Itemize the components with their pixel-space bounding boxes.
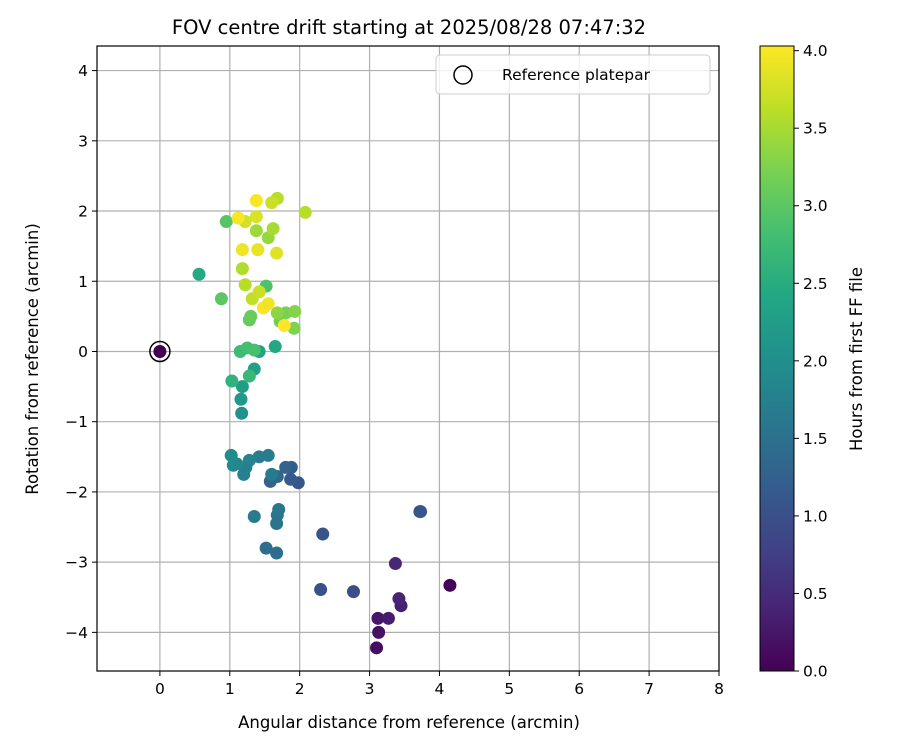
data-point (234, 392, 248, 406)
chart-title: FOV centre drift starting at 2025/08/28 … (172, 16, 646, 39)
data-point (249, 224, 263, 238)
y-tick-label: −3 (65, 554, 88, 572)
colorbar: 0.0 0.5 1.0 1.5 2.0 2.5 3.0 3.5 4.0 Hours from f… (759, 42, 866, 681)
data-point (314, 583, 328, 597)
x-tick-label: 5 (504, 680, 514, 698)
data-point (266, 222, 280, 236)
x-tick-label: 2 (295, 680, 305, 698)
data-points (149, 191, 457, 655)
data-point (316, 527, 330, 541)
data-point (238, 278, 252, 292)
x-tick-label: 0 (155, 680, 165, 698)
data-point (371, 611, 385, 625)
legend-marker-icon (453, 65, 473, 85)
data-point (225, 374, 239, 388)
data-point (287, 321, 301, 335)
data-point (244, 309, 258, 323)
data-point (265, 467, 279, 481)
data-point (270, 546, 284, 560)
data-point (270, 246, 284, 260)
y-axis-ticks: −4 −3 −2 −1 0 1 2 3 4 (65, 62, 97, 642)
data-point (247, 343, 261, 357)
colorbar-tick-label: 1.5 (803, 430, 828, 448)
x-tick-label: 4 (435, 680, 445, 698)
data-point (231, 211, 245, 225)
plot-frame (96, 45, 720, 672)
y-tick-label: 4 (78, 62, 88, 80)
data-point (346, 585, 360, 599)
colorbar-ticks: 0.0 0.5 1.0 1.5 2.0 2.5 3.0 3.5 4.0 (794, 42, 828, 681)
data-point (414, 505, 428, 519)
x-tick-label: 7 (644, 680, 654, 698)
colorbar-tick-label: 2.0 (803, 352, 828, 370)
data-point (277, 318, 291, 332)
y-tick-label: 0 (78, 343, 88, 361)
data-point (381, 611, 395, 625)
data-point (249, 193, 263, 207)
y-tick-label: 1 (78, 273, 88, 291)
data-point (261, 448, 275, 462)
plot-border (96, 45, 720, 672)
legend: Reference platepar (435, 54, 711, 95)
reference-marker (149, 340, 171, 363)
data-point (224, 448, 238, 462)
data-point (259, 541, 273, 555)
x-axis-label: Angular distance from reference (arcmin) (238, 713, 580, 732)
data-point (252, 285, 266, 299)
legend-label: Reference platepar (502, 66, 651, 84)
data-point (249, 210, 263, 224)
legend-box (435, 54, 711, 95)
x-tick-label: 8 (714, 680, 724, 698)
x-tick-label: 6 (574, 680, 584, 698)
data-point (372, 625, 386, 639)
data-point (284, 472, 298, 486)
data-point (235, 243, 249, 257)
data-point (388, 557, 402, 571)
colorbar-tick-label: 2.5 (803, 275, 828, 293)
x-axis-ticks: 0 1 2 3 4 5 6 7 8 (155, 671, 724, 698)
data-point (265, 196, 279, 210)
y-tick-label: −4 (65, 624, 88, 642)
colorbar-tick-label: 3.0 (803, 197, 828, 215)
colorbar-gradient (759, 45, 795, 672)
colorbar-tick-label: 0.5 (803, 585, 828, 603)
data-point (443, 578, 457, 592)
data-point (392, 592, 406, 606)
data-point (219, 215, 233, 229)
data-point (247, 510, 261, 524)
colorbar-tick-label: 0.0 (803, 663, 828, 681)
data-point (298, 205, 312, 219)
data-point (270, 306, 284, 320)
data-point (242, 453, 256, 467)
data-point (192, 267, 206, 281)
data-point (279, 460, 293, 474)
data-point (235, 262, 249, 276)
colorbar-tick-label: 3.5 (803, 120, 828, 138)
data-point (226, 458, 240, 472)
data-point (235, 380, 249, 394)
colorbar-tick-label: 1.0 (803, 507, 828, 525)
y-tick-label: 3 (78, 132, 88, 150)
data-point (261, 297, 275, 311)
data-point (268, 340, 282, 354)
data-point (272, 502, 286, 516)
grid-lines (97, 46, 720, 671)
data-point (251, 243, 265, 257)
data-point (370, 641, 384, 655)
colorbar-label: Hours from first FF file (847, 267, 866, 451)
reference-point (153, 344, 167, 358)
data-point (214, 292, 228, 306)
x-tick-label: 1 (225, 680, 235, 698)
data-point (242, 369, 256, 383)
y-tick-label: 2 (78, 203, 88, 221)
y-tick-label: −2 (65, 483, 88, 501)
y-tick-label: −1 (65, 413, 88, 431)
y-axis-label: Rotation from reference (arcmin) (23, 223, 42, 495)
data-point (288, 304, 302, 318)
colorbar-tick-label: 4.0 (803, 42, 828, 60)
x-tick-label: 3 (365, 680, 375, 698)
data-point (235, 406, 249, 420)
